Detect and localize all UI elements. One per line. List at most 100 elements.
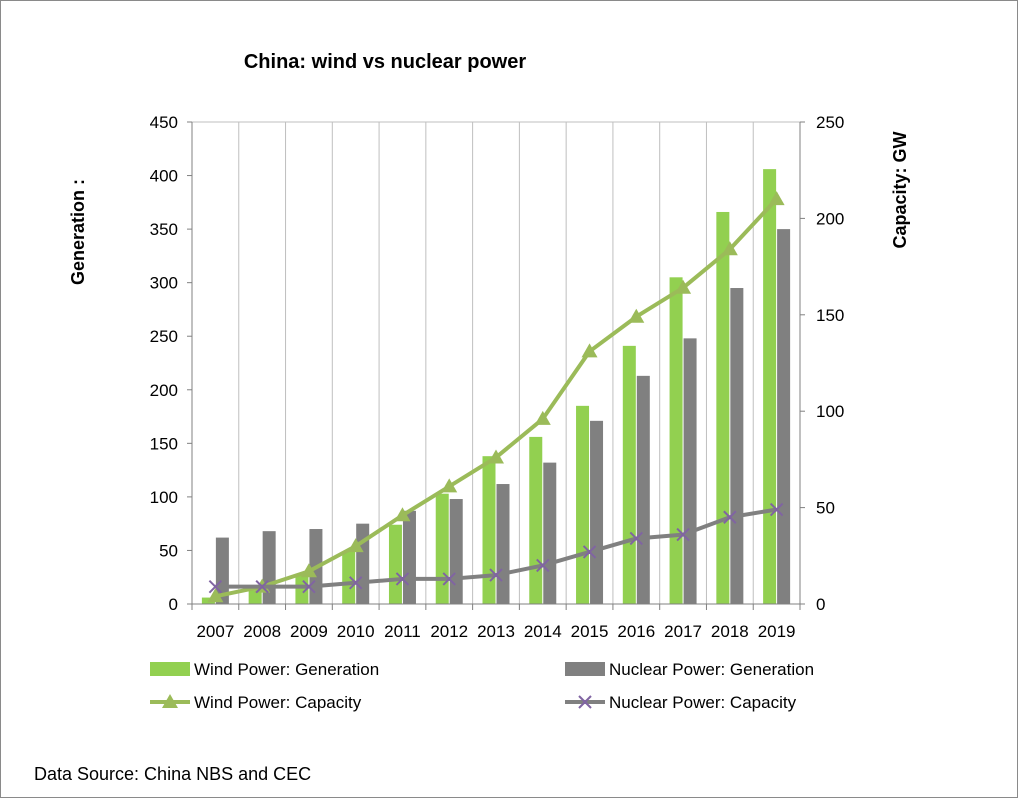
bars-group bbox=[201, 169, 791, 604]
legend-item: Nuclear Power: Generation bbox=[565, 660, 814, 679]
y-left-tick-label: 50 bbox=[159, 541, 178, 560]
chart-title: China: wind vs nuclear power bbox=[244, 51, 526, 73]
marker-nuclear-capacity bbox=[582, 545, 597, 559]
y-left-tick-label: 250 bbox=[150, 327, 178, 346]
legend-item: Wind Power: Capacity bbox=[150, 693, 362, 712]
marker-x-stroke bbox=[582, 545, 597, 559]
legend-item: Wind Power: Generation bbox=[150, 660, 379, 679]
x-tick-label: 2010 bbox=[337, 622, 375, 641]
marker-x-stroke bbox=[348, 576, 363, 590]
bar-nuclear-generation bbox=[356, 523, 370, 604]
y-left-tick-label: 450 bbox=[150, 113, 178, 132]
marker-nuclear-capacity bbox=[442, 572, 456, 586]
y-left-tick-label: 100 bbox=[150, 488, 178, 507]
bar-nuclear-generation bbox=[402, 510, 416, 604]
bar-nuclear-generation bbox=[449, 499, 463, 604]
marker-wind-capacity bbox=[581, 343, 598, 358]
marker-nuclear-capacity bbox=[676, 527, 690, 542]
marker-nuclear-capacity bbox=[489, 568, 503, 582]
marker-x-stroke bbox=[769, 502, 784, 517]
marker-wind-capacity bbox=[441, 478, 458, 493]
x-tick-label: 2009 bbox=[290, 622, 328, 641]
legend: Wind Power: Generation Nuclear Power: Gen… bbox=[150, 660, 814, 712]
bar-nuclear-generation bbox=[777, 229, 791, 604]
y-right-tick-label: 150 bbox=[816, 306, 844, 325]
legend-label: Nuclear Power: Capacity bbox=[609, 693, 797, 712]
x-tick-label: 2012 bbox=[430, 622, 468, 641]
axes-group: 0 50 100 150 200 250 300 350 400 450 0 50 100 150 200 2… bbox=[150, 113, 845, 641]
y-left-tick-label: 400 bbox=[150, 167, 178, 186]
marker-nuclear-capacity bbox=[348, 576, 363, 590]
marker-nuclear-capacity bbox=[723, 510, 737, 524]
marker-nuclear-capacity bbox=[536, 558, 550, 573]
y-axis-left-title: Generation : bbox=[68, 179, 88, 285]
data-source-note: Data Source: China NBS and CEC bbox=[34, 764, 311, 784]
y-left-tick-label: 200 bbox=[150, 381, 178, 400]
x-tick-label: 2013 bbox=[477, 622, 515, 641]
y-right-tick-label: 100 bbox=[816, 402, 844, 421]
marker-x-stroke bbox=[255, 579, 269, 594]
marker-wind-capacity bbox=[394, 507, 411, 522]
marker-x-stroke bbox=[489, 568, 503, 582]
x-tick-label: 2017 bbox=[664, 622, 702, 641]
marker-x-stroke bbox=[629, 531, 644, 546]
legend-label: Nuclear Power: Generation bbox=[609, 660, 814, 679]
bar-nuclear-generation bbox=[496, 484, 510, 604]
bar-wind-generation bbox=[622, 345, 636, 604]
marker-x-stroke bbox=[676, 527, 690, 542]
bar-wind-generation bbox=[342, 551, 356, 604]
legend-label: Wind Power: Capacity bbox=[194, 693, 362, 712]
bar-wind-generation bbox=[482, 456, 496, 604]
marker-x-stroke bbox=[442, 572, 456, 586]
x-tick-label: 2016 bbox=[617, 622, 655, 641]
bar-nuclear-generation bbox=[262, 531, 276, 604]
bar-wind-generation bbox=[248, 590, 262, 604]
marker-wind-capacity bbox=[628, 308, 645, 323]
y-right-tick-label: 200 bbox=[816, 209, 844, 228]
legend-marker-x bbox=[578, 695, 592, 709]
marker-nuclear-capacity bbox=[255, 579, 269, 594]
marker-wind-capacity bbox=[534, 410, 551, 425]
marker-x-stroke bbox=[536, 558, 550, 573]
y-right-tick-label: 50 bbox=[816, 499, 835, 518]
y-left-tick-label: 350 bbox=[150, 220, 178, 239]
bar-wind-generation bbox=[435, 493, 449, 604]
x-tick-label: 2019 bbox=[758, 622, 796, 641]
x-tick-label: 2015 bbox=[571, 622, 609, 641]
bar-nuclear-generation bbox=[543, 462, 557, 604]
marker-nuclear-capacity bbox=[769, 502, 784, 517]
legend-swatch bbox=[565, 662, 605, 676]
legend-label: Wind Power: Generation bbox=[194, 660, 379, 679]
marker-wind-capacity bbox=[347, 538, 364, 553]
bar-wind-generation bbox=[576, 405, 590, 604]
marker-x-stroke bbox=[208, 579, 223, 594]
bar-nuclear-generation bbox=[683, 338, 697, 604]
bar-wind-generation bbox=[529, 436, 543, 604]
legend-item: Nuclear Power: Capacity bbox=[565, 693, 797, 712]
bar-wind-generation bbox=[716, 211, 730, 604]
marker-wind-capacity bbox=[675, 279, 692, 294]
marker-nuclear-capacity bbox=[395, 572, 410, 586]
bar-nuclear-generation bbox=[590, 420, 604, 604]
y-left-tick-label: 300 bbox=[150, 274, 178, 293]
marker-x-stroke bbox=[302, 579, 316, 594]
bar-wind-generation bbox=[669, 277, 683, 604]
marker-wind-capacity bbox=[488, 449, 504, 464]
marker-nuclear-capacity bbox=[302, 579, 316, 594]
marker-wind-capacity bbox=[768, 191, 785, 206]
marker-wind-capacity bbox=[721, 241, 738, 256]
grid-lines bbox=[192, 121, 800, 604]
marker-x-stroke bbox=[395, 572, 410, 586]
marker-x-stroke bbox=[723, 510, 737, 524]
bar-wind-generation bbox=[388, 524, 402, 604]
legend-marker-triangle bbox=[162, 694, 178, 708]
bar-nuclear-generation bbox=[636, 375, 650, 604]
y-axis-right-title: Capacity: GW bbox=[890, 131, 910, 248]
legend-swatch bbox=[150, 662, 190, 676]
y-right-tick-label: 250 bbox=[816, 113, 844, 132]
marker-wind-capacity bbox=[300, 563, 317, 578]
y-left-tick-label: 150 bbox=[150, 434, 178, 453]
x-tick-label: 2018 bbox=[711, 622, 749, 641]
bar-nuclear-generation bbox=[730, 288, 744, 604]
